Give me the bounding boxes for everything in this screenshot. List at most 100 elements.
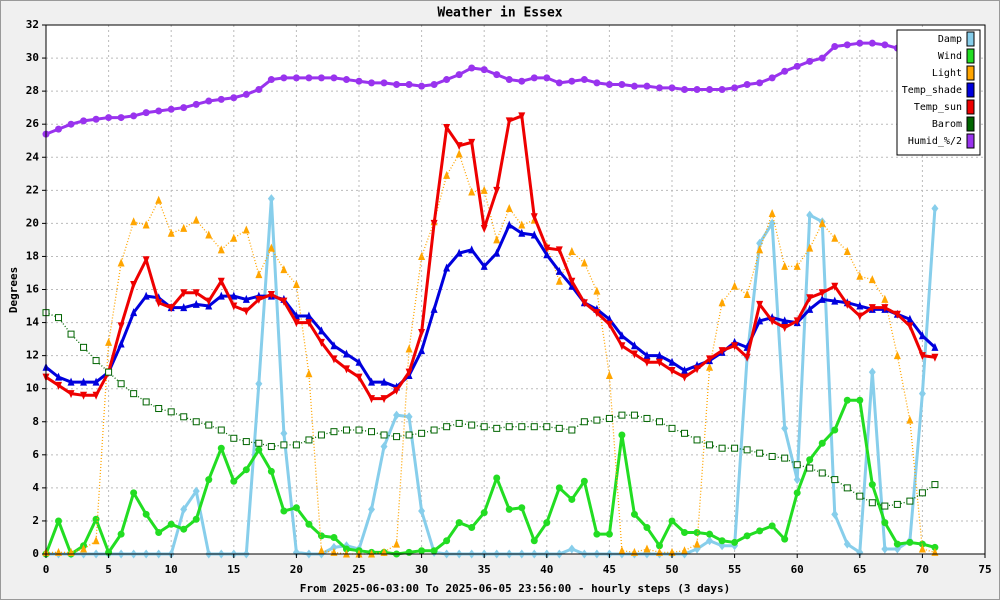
point [342, 365, 350, 374]
x-axis-label: From 2025-06-03:00 To 2025-06-05 23:56:0… [300, 582, 730, 595]
point [267, 290, 275, 299]
point [242, 466, 250, 474]
legend: Damp Wind Light Temp_shade Temp_sun Barom Humi… [896, 29, 981, 156]
y-tick-label: 22 [26, 183, 39, 196]
point [330, 533, 338, 541]
point [868, 304, 876, 313]
y-tick-label: 24 [26, 150, 40, 163]
point [368, 79, 376, 87]
point [668, 357, 676, 366]
x-tick-label: 25 [352, 563, 365, 576]
point [192, 215, 200, 224]
point [342, 426, 350, 434]
point [317, 546, 325, 555]
point [180, 104, 188, 112]
point [380, 431, 388, 439]
point [380, 395, 388, 404]
point [418, 547, 426, 555]
point [643, 524, 651, 532]
legend-swatch [966, 82, 975, 98]
point [280, 428, 288, 438]
point [781, 423, 789, 433]
point [655, 542, 663, 550]
point [856, 271, 864, 280]
point [731, 281, 739, 290]
point [881, 544, 889, 554]
point [768, 208, 776, 217]
point [731, 538, 739, 546]
point [743, 532, 751, 540]
point [130, 308, 138, 317]
point [92, 115, 100, 123]
point [455, 248, 463, 257]
point [630, 510, 638, 518]
point [681, 85, 689, 93]
point [80, 377, 88, 386]
point [255, 379, 263, 389]
point [693, 85, 701, 93]
point [906, 415, 914, 424]
x-tick-label: 20 [290, 563, 303, 576]
point [55, 381, 63, 390]
point [292, 504, 300, 512]
point [831, 476, 839, 484]
point [468, 187, 476, 196]
point [155, 299, 163, 308]
point [405, 412, 413, 422]
point [893, 310, 901, 319]
point [781, 454, 789, 462]
point [931, 203, 939, 213]
x-tick-label: 75 [978, 563, 991, 576]
point [856, 301, 864, 310]
point [92, 391, 100, 400]
point [355, 426, 363, 434]
point [856, 396, 864, 404]
point [380, 377, 388, 386]
y-tick-label: 30 [26, 51, 39, 64]
point [706, 530, 714, 538]
point [443, 123, 451, 132]
point [280, 441, 288, 449]
point [255, 295, 263, 304]
point [768, 74, 776, 82]
point [180, 223, 188, 232]
point [543, 250, 551, 259]
point [117, 380, 125, 388]
point [180, 413, 188, 421]
point [405, 431, 413, 439]
point [543, 74, 551, 82]
point [418, 506, 426, 516]
legend-swatch [966, 48, 975, 64]
point [455, 519, 463, 527]
point [831, 296, 839, 305]
point [693, 436, 701, 444]
point [242, 225, 250, 234]
point [655, 84, 663, 92]
point [443, 423, 451, 431]
point [242, 294, 250, 303]
y-axis-label: Degrees [7, 267, 20, 313]
point [706, 536, 714, 546]
point [605, 370, 613, 379]
point [706, 441, 714, 449]
point [205, 476, 213, 484]
y-tick-label: 20 [26, 216, 39, 229]
point [393, 386, 401, 395]
point [80, 391, 88, 400]
point [67, 120, 75, 128]
point [480, 261, 488, 270]
point [480, 423, 488, 431]
point [868, 367, 876, 377]
point [493, 186, 501, 195]
point [543, 244, 551, 253]
point [643, 351, 651, 360]
point [868, 481, 876, 489]
point [92, 377, 100, 386]
point [681, 366, 689, 375]
point [393, 433, 401, 441]
point [130, 217, 138, 226]
point [217, 277, 225, 286]
point [55, 125, 63, 133]
